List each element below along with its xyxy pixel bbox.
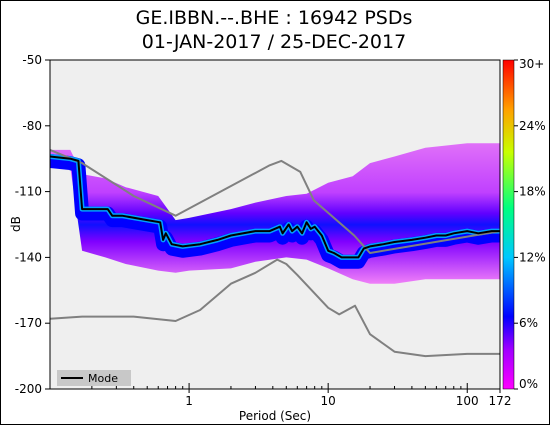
colorbar-tick-label: 6% [519, 316, 538, 330]
colorbar-tick-label: 30+ [519, 57, 544, 71]
x-tick-label: 1 [185, 394, 193, 408]
series-line-mode [50, 155, 500, 259]
mode-density-band-outer [50, 153, 500, 269]
y-tick-label: -50 [22, 53, 42, 67]
plot-border [49, 59, 501, 390]
y-tick-label: -140 [15, 250, 42, 264]
y-axis-label: dB [9, 216, 23, 232]
series-line-nhnm [50, 148, 500, 254]
chart-title: GE.IBBN.--.BHE : 16942 PSDs [135, 7, 413, 29]
colorbar-tick-label: 0% [519, 377, 538, 391]
y-tick-label: -200 [15, 382, 42, 396]
y-tick-label: -110 [15, 185, 42, 199]
colorbar-tick-label: 18% [519, 185, 546, 199]
x-tick-label: 100 [456, 394, 479, 408]
x-tick-label: 10 [321, 394, 336, 408]
chart-subtitle: 01-JAN-2017 / 25-DEC-2017 [141, 31, 407, 53]
legend: Mode [57, 370, 131, 386]
colorbar-gradient [502, 59, 515, 390]
y-tick-label: -80 [22, 119, 42, 133]
x-tick-label: 172 [489, 394, 512, 408]
colorbar-tick-label: 12% [519, 250, 546, 264]
series-line-nlnm [50, 258, 500, 358]
legend-mode-label: Mode [88, 372, 118, 385]
x-axis-label: Period (Sec) [239, 409, 311, 423]
legend-box [57, 370, 131, 386]
colorbar: 0% 6% 12% 18% 24% 30+ [502, 57, 546, 391]
y-tick-label: -170 [15, 316, 42, 330]
colorbar-tick-label: 24% [519, 119, 546, 133]
